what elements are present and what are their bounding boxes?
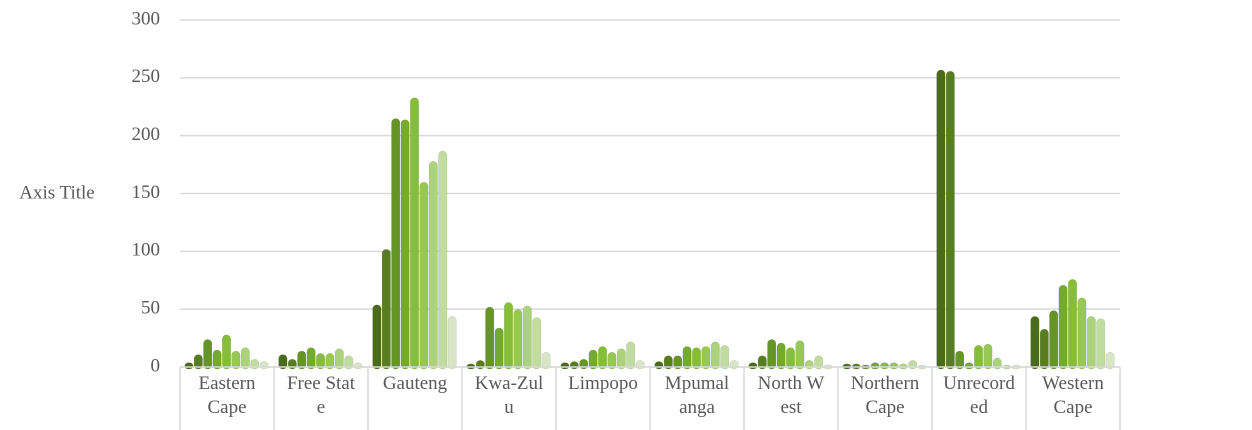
y-axis-title: Axis Title [19,182,95,203]
bar [757,355,767,370]
bar [1077,297,1087,370]
x-tick-label: Kwa-Zulu [474,373,544,418]
x-tick-label: Free State [286,373,356,418]
bar [513,309,523,370]
bar [767,339,777,370]
bar [212,349,222,370]
bar [306,347,316,370]
bar [626,341,636,370]
x-tick-label: Gauteng [382,373,448,394]
bar [278,354,288,370]
bar [560,362,570,370]
bar [814,355,824,370]
bar [964,362,974,370]
bar [1105,352,1115,370]
bar [231,350,241,370]
x-tick-label: Eastern Cape [198,373,256,418]
bar [870,362,880,370]
bar [936,69,946,370]
bar [569,361,579,370]
y-tick-label: 100 [132,240,161,261]
bar [776,342,786,370]
bar [184,362,194,370]
bar [588,349,598,370]
bar [1068,279,1077,370]
bar [428,161,438,370]
bar [485,306,495,370]
y-tick-label: 0 [151,355,161,376]
x-tick-label: Limpopo [568,373,638,394]
bar [353,362,363,370]
x-tick-label: Mpumalanga [664,373,730,418]
bar [598,346,607,370]
bar [344,355,354,370]
bar [325,353,335,370]
bar [494,327,504,370]
y-tick-label: 50 [141,298,160,319]
bar [974,345,983,370]
bar [438,150,448,370]
bar [381,249,391,370]
bar [1049,310,1059,370]
bar [504,302,513,370]
bar [400,119,410,370]
y-tick-label: 250 [132,66,161,87]
bar [880,362,889,370]
bar [193,354,203,370]
y-tick-label: 200 [132,124,161,145]
bar [1030,316,1040,370]
bar [240,347,250,370]
bar [372,304,382,370]
bar [720,345,730,370]
bar [1058,284,1068,370]
x-tick-label: Northern Cape [850,373,920,418]
bar [1096,318,1106,370]
bar [786,347,795,370]
bar [259,361,269,370]
bar [532,317,542,370]
y-tick-label: 300 [132,8,161,29]
bar [710,341,720,370]
bar [391,118,401,370]
bar [692,347,701,370]
bar [419,181,429,370]
x-tick-label: North West [757,373,825,418]
bar [795,340,805,370]
bar [945,70,955,370]
y-tick-label: 150 [132,182,161,203]
bar [334,348,344,370]
bar [654,361,664,370]
bar [410,97,419,370]
x-tick-label: Unrecorded [943,373,1015,418]
bar [673,355,683,370]
x-tick-label: Western Cape [1042,373,1104,418]
bar [1086,316,1096,370]
bar [682,346,692,370]
bar [316,353,325,370]
bar [616,348,626,370]
bar [447,316,457,370]
bar [522,305,532,370]
bar [607,352,617,370]
bar [955,350,965,370]
bar [663,355,673,370]
bar [203,339,213,370]
bar [889,362,899,370]
bar [701,346,711,370]
bar [983,343,993,370]
bar [297,350,307,370]
bar [748,362,758,370]
bar [541,352,551,370]
bar [222,334,231,370]
bar [1039,328,1049,370]
